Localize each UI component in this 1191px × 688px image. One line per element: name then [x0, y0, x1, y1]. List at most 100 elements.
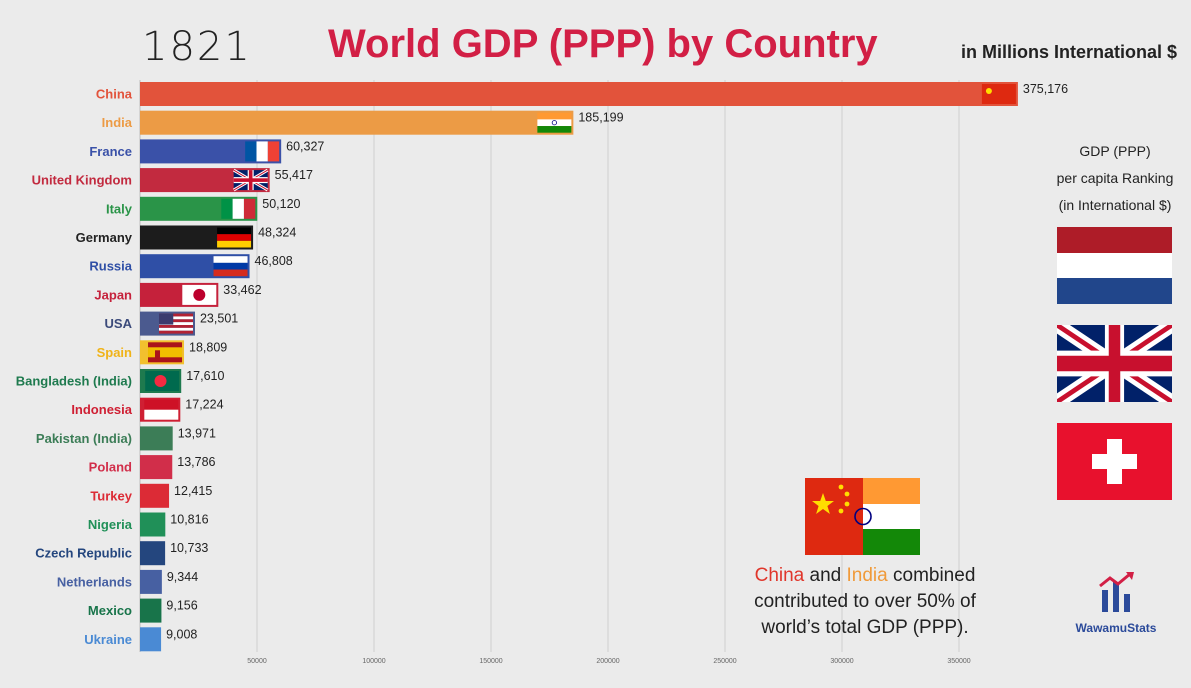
china-india-note: China and India combined contributed to … [700, 563, 1030, 641]
bar [140, 541, 166, 566]
bar-group: China 375,176 [96, 82, 1068, 106]
category-label: Poland [89, 460, 132, 475]
category-label: Bangladesh (India) [16, 374, 132, 389]
category-label: Germany [76, 230, 133, 245]
bar-group: Spain 18,809 [97, 340, 227, 365]
bar [140, 455, 173, 480]
note-line2: contributed to over 50% of [754, 591, 976, 612]
bar-group: France 60,327 [89, 139, 324, 164]
x-tick-label: 300000 [830, 658, 853, 665]
flag-part [148, 347, 183, 358]
flag-part [158, 313, 174, 325]
category-label: United Kingdom [32, 173, 132, 188]
value-label: 48,324 [258, 226, 296, 240]
note-and-word: and [804, 565, 847, 586]
note-india-word: India [846, 565, 888, 586]
flag-part [213, 262, 248, 270]
x-tick-label: 250000 [713, 658, 736, 665]
flag-part [537, 112, 572, 120]
value-label: 60,327 [286, 139, 324, 153]
flag-part [158, 322, 193, 326]
bar-group: USA 23,501 [105, 311, 238, 336]
bar-group: Poland 13,786 [89, 455, 216, 480]
year-label: 1821 [142, 24, 252, 70]
value-label: 10,733 [170, 541, 208, 555]
value-label: 9,008 [166, 627, 197, 641]
note-line3: world’s total GDP (PPP). [761, 617, 969, 638]
flag-part [981, 84, 1016, 104]
x-tick-label: 200000 [596, 658, 619, 665]
value-label: 9,344 [167, 570, 198, 584]
flag-part [154, 375, 167, 387]
bar [140, 512, 166, 537]
bar-group: Japan 33,462 [94, 282, 262, 307]
bar-group: Indonesia 17,224 [71, 397, 224, 422]
flag-part [213, 256, 248, 263]
logo-text: WawamuStats [1075, 621, 1157, 635]
bar-group: Russia 46,808 [89, 254, 293, 279]
category-label: Nigeria [88, 517, 133, 532]
value-label: 185,199 [578, 111, 623, 125]
chart-title: World GDP (PPP) by Country [328, 22, 878, 66]
value-label: 23,501 [200, 312, 238, 326]
category-label: Netherlands [57, 574, 132, 589]
category-label: France [89, 144, 132, 159]
flag-part [537, 119, 572, 127]
value-label: 55,417 [275, 168, 313, 182]
category-label: China [96, 87, 133, 102]
bar [140, 426, 173, 451]
bar-group: India 185,199 [102, 110, 624, 135]
value-label: 18,809 [189, 340, 227, 354]
flag-part [217, 240, 252, 248]
bar-group: Czech Republic 10,733 [35, 541, 208, 566]
value-label: 13,786 [177, 455, 215, 469]
per-capita-ranking-title: GDP (PPP) per capita Ranking (in Interna… [1040, 138, 1190, 219]
bar [140, 82, 1018, 106]
x-tick-label: 100000 [362, 658, 385, 665]
flag-part [985, 88, 992, 94]
flag-part [551, 120, 557, 126]
bar-group: Nigeria 10,816 [88, 512, 209, 537]
bar [140, 598, 162, 623]
note-line1-rest: combined [887, 565, 976, 586]
category-label: Pakistan (India) [36, 431, 132, 446]
category-label: Ukraine [84, 632, 132, 647]
bar-group: Mexico 9,156 [88, 598, 198, 623]
per-capita-title-line3: (in International $) [1058, 197, 1172, 213]
flag-part [537, 126, 572, 133]
bar [140, 110, 574, 135]
x-tick-label: 350000 [947, 658, 970, 665]
wawamustats-logo: WawamuStats [1068, 572, 1164, 635]
flag-part [144, 409, 179, 420]
category-label: Italy [106, 201, 133, 216]
flag-part [193, 288, 206, 301]
category-label: Indonesia [71, 402, 132, 417]
units-label: in Millions International $ [960, 42, 1177, 62]
category-label: USA [105, 316, 133, 331]
category-label: Turkey [90, 488, 132, 503]
bar-group: Netherlands 9,344 [57, 569, 198, 594]
value-label: 13,971 [178, 426, 216, 440]
x-tick-label: 150000 [479, 658, 502, 665]
value-label: 46,808 [255, 254, 293, 268]
bar-group: Bangladesh (India) 17,610 [16, 369, 224, 393]
bar-group: United Kingdom 55,417 [32, 168, 313, 193]
bar-group: Turkey 12,415 [90, 483, 212, 508]
bar [140, 569, 162, 594]
flag-part [158, 330, 193, 334]
flag-part [217, 227, 252, 235]
bar-chart-logo-icon [1099, 572, 1134, 612]
china-india-combined-flag-icon [805, 478, 920, 555]
flag-part [158, 313, 193, 317]
category-label: Japan [94, 287, 132, 302]
bar-group: Pakistan (India) 13,971 [36, 426, 216, 451]
per-capita-title-line1: GDP (PPP) [1079, 143, 1151, 159]
flag-part [158, 325, 193, 328]
flag-part [221, 198, 233, 219]
bar-group: Ukraine 9,008 [84, 627, 197, 652]
uk-flag-icon [1057, 325, 1172, 402]
flag-part [155, 350, 161, 359]
flag-part [217, 234, 252, 241]
category-label: India [102, 115, 133, 130]
flag-part [245, 141, 257, 162]
